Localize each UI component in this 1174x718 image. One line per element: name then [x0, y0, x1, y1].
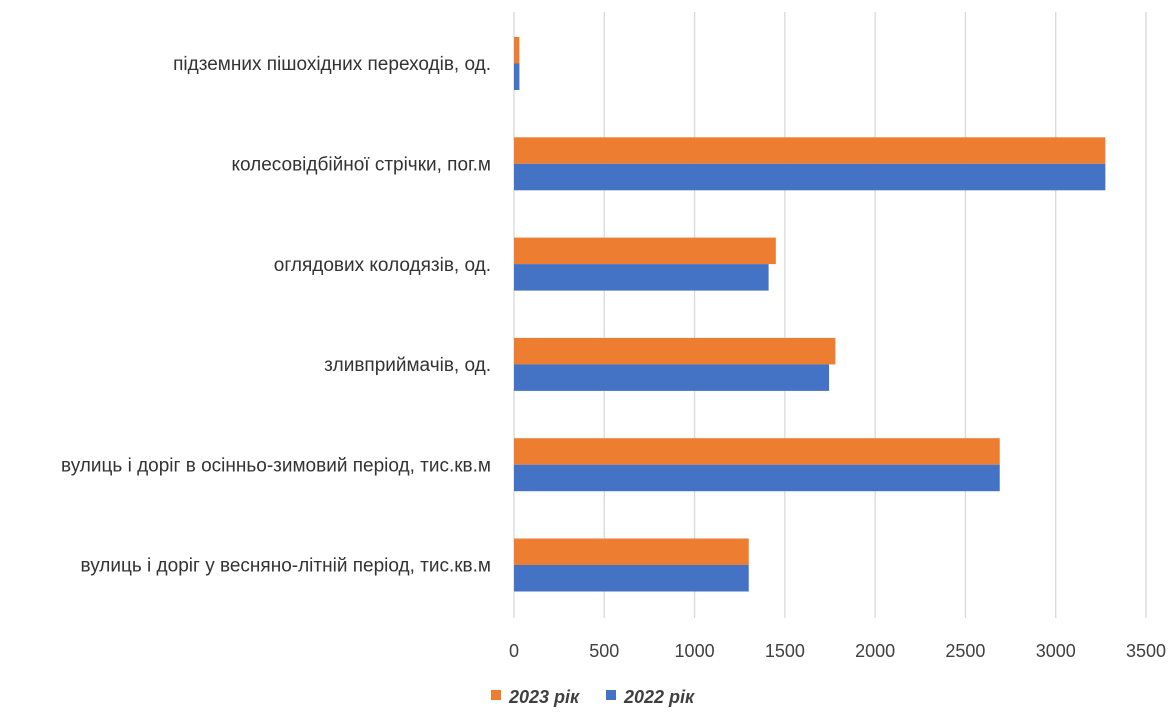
x-tick-label: 3500: [1126, 641, 1166, 661]
x-tick-label: 1500: [765, 641, 805, 661]
bar-2022: [514, 63, 520, 90]
x-tick-label: 2000: [855, 641, 895, 661]
x-tick-label: 1000: [675, 641, 715, 661]
bar-2023: [514, 438, 1000, 465]
category-label: вулиць і доріг у весняно-літній період, …: [81, 556, 491, 577]
bar-2022: [514, 464, 1000, 492]
bar-2022: [514, 163, 1106, 191]
bar-2023: [514, 137, 1106, 164]
bar-2022: [514, 565, 749, 592]
bar-2022: [514, 264, 769, 291]
bar-2023: [514, 237, 776, 265]
category-label: колесовідбійної стрічки, пог.м: [231, 154, 491, 175]
bar-2023: [514, 37, 520, 64]
bar-2022: [514, 364, 830, 391]
category-label: оглядових колодязів, од.: [274, 255, 491, 276]
category-label: зливприймачів, од.: [324, 355, 491, 376]
legend-label: 2022 рік: [623, 687, 695, 707]
x-tick-label: 500: [589, 641, 619, 661]
x-tick-label: 2500: [945, 641, 985, 661]
bar-2023: [514, 337, 836, 365]
legend-swatch: [491, 690, 501, 700]
x-tick-label: 0: [509, 641, 519, 661]
legend-label: 2023 рік: [508, 687, 580, 707]
bar-2023: [514, 538, 749, 565]
category-label: вулиць і доріг в осінньо-зимовий період,…: [61, 455, 491, 476]
x-tick-label: 3000: [1036, 641, 1076, 661]
category-label: підземних пішохідних переходів, од.: [173, 54, 491, 75]
legend-swatch: [606, 690, 616, 700]
